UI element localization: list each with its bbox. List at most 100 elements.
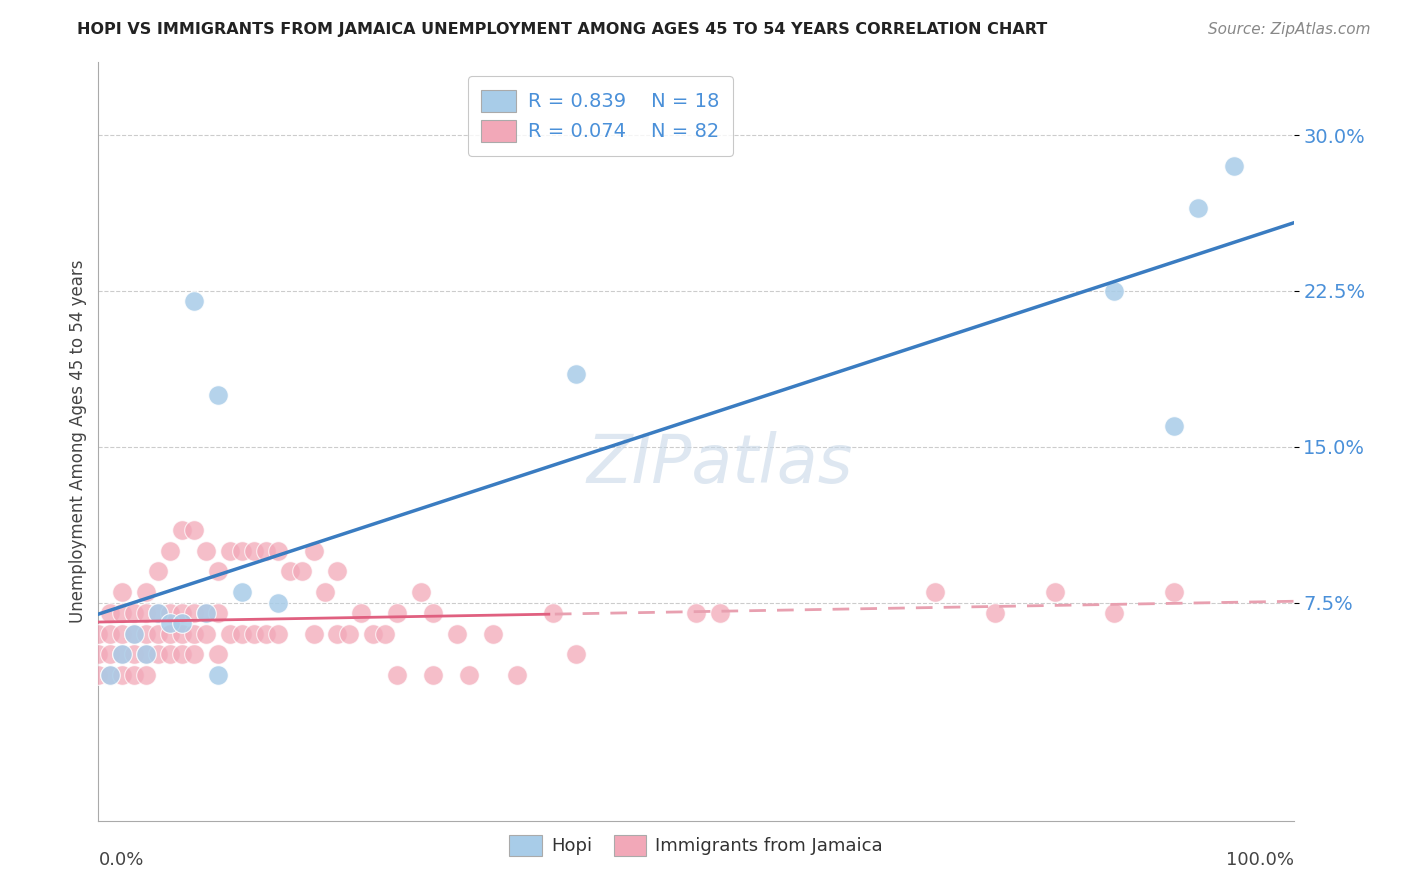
Point (411, 585, 433, 599)
Point (172, 606, 194, 620)
Point (326, 565, 349, 579)
Point (183, 626, 205, 640)
Point (195, 543, 218, 558)
Point (159, 626, 181, 640)
Point (1163, 419, 1185, 434)
Point (565, 648, 588, 662)
Point (1104, 284, 1126, 298)
Point (422, 668, 444, 682)
Point (302, 543, 325, 558)
Point (1104, 606, 1126, 620)
Point (148, 606, 170, 620)
Point (219, 543, 242, 558)
Point (172, 626, 194, 640)
Point (326, 626, 349, 640)
Point (363, 626, 385, 640)
Point (267, 543, 290, 558)
Point (984, 606, 1007, 620)
Point (267, 626, 290, 640)
Point (98, 626, 122, 640)
Point (135, 648, 157, 662)
Point (541, 606, 564, 620)
Point (506, 668, 529, 682)
Point (195, 606, 218, 620)
Point (148, 606, 170, 620)
Point (1043, 585, 1066, 599)
Text: 0.0%: 0.0% (98, 851, 143, 869)
Point (207, 648, 229, 662)
Point (446, 626, 468, 640)
Point (350, 606, 373, 620)
Point (124, 626, 146, 640)
Point (135, 648, 157, 662)
Point (172, 523, 194, 537)
Point (565, 367, 588, 381)
Point (1187, 201, 1209, 215)
Point (219, 626, 242, 640)
Point (481, 626, 505, 640)
Point (385, 606, 409, 620)
Point (124, 626, 146, 640)
Point (231, 585, 253, 599)
Point (111, 648, 134, 662)
Y-axis label: Unemployment Among Ages 45 to 54 years: Unemployment Among Ages 45 to 54 years (69, 260, 87, 624)
Text: 100.0%: 100.0% (1226, 851, 1294, 869)
Point (159, 648, 181, 662)
Point (159, 606, 181, 620)
Point (207, 565, 229, 579)
Point (243, 543, 266, 558)
Point (148, 648, 170, 662)
Point (87, 668, 110, 682)
Text: HOPI VS IMMIGRANTS FROM JAMAICA UNEMPLOYMENT AMONG AGES 45 TO 54 YEARS CORRELATI: HOPI VS IMMIGRANTS FROM JAMAICA UNEMPLOY… (77, 22, 1047, 37)
Point (183, 294, 205, 309)
Point (1163, 585, 1185, 599)
Point (231, 543, 253, 558)
Point (111, 606, 134, 620)
Point (98, 668, 122, 682)
Point (148, 565, 170, 579)
Text: ZIPatlas: ZIPatlas (586, 432, 853, 497)
Point (98, 648, 122, 662)
Point (172, 648, 194, 662)
Point (207, 606, 229, 620)
Text: Source: ZipAtlas.com: Source: ZipAtlas.com (1208, 22, 1371, 37)
Point (183, 523, 205, 537)
Point (159, 616, 181, 631)
Point (243, 626, 266, 640)
Point (111, 668, 134, 682)
Point (231, 626, 253, 640)
Point (111, 648, 134, 662)
Point (1223, 159, 1246, 173)
Point (183, 606, 205, 620)
Point (458, 668, 481, 682)
Point (87, 626, 110, 640)
Point (385, 668, 409, 682)
Point (267, 595, 290, 609)
Point (98, 606, 122, 620)
Point (315, 585, 337, 599)
Point (135, 606, 157, 620)
Point (183, 648, 205, 662)
Point (159, 543, 181, 558)
Point (254, 543, 277, 558)
Point (302, 626, 325, 640)
Point (207, 388, 229, 402)
Point (111, 626, 134, 640)
Point (422, 606, 444, 620)
Point (195, 626, 218, 640)
Point (924, 585, 946, 599)
Point (124, 668, 146, 682)
Point (195, 606, 218, 620)
Point (87, 648, 110, 662)
Point (98, 668, 122, 682)
Point (709, 606, 731, 620)
Point (111, 585, 134, 599)
Point (374, 626, 396, 640)
Point (685, 606, 707, 620)
Legend: Hopi, Immigrants from Jamaica: Hopi, Immigrants from Jamaica (501, 826, 891, 864)
Point (291, 565, 314, 579)
Point (207, 668, 229, 682)
Point (135, 585, 157, 599)
Point (254, 626, 277, 640)
Point (124, 648, 146, 662)
